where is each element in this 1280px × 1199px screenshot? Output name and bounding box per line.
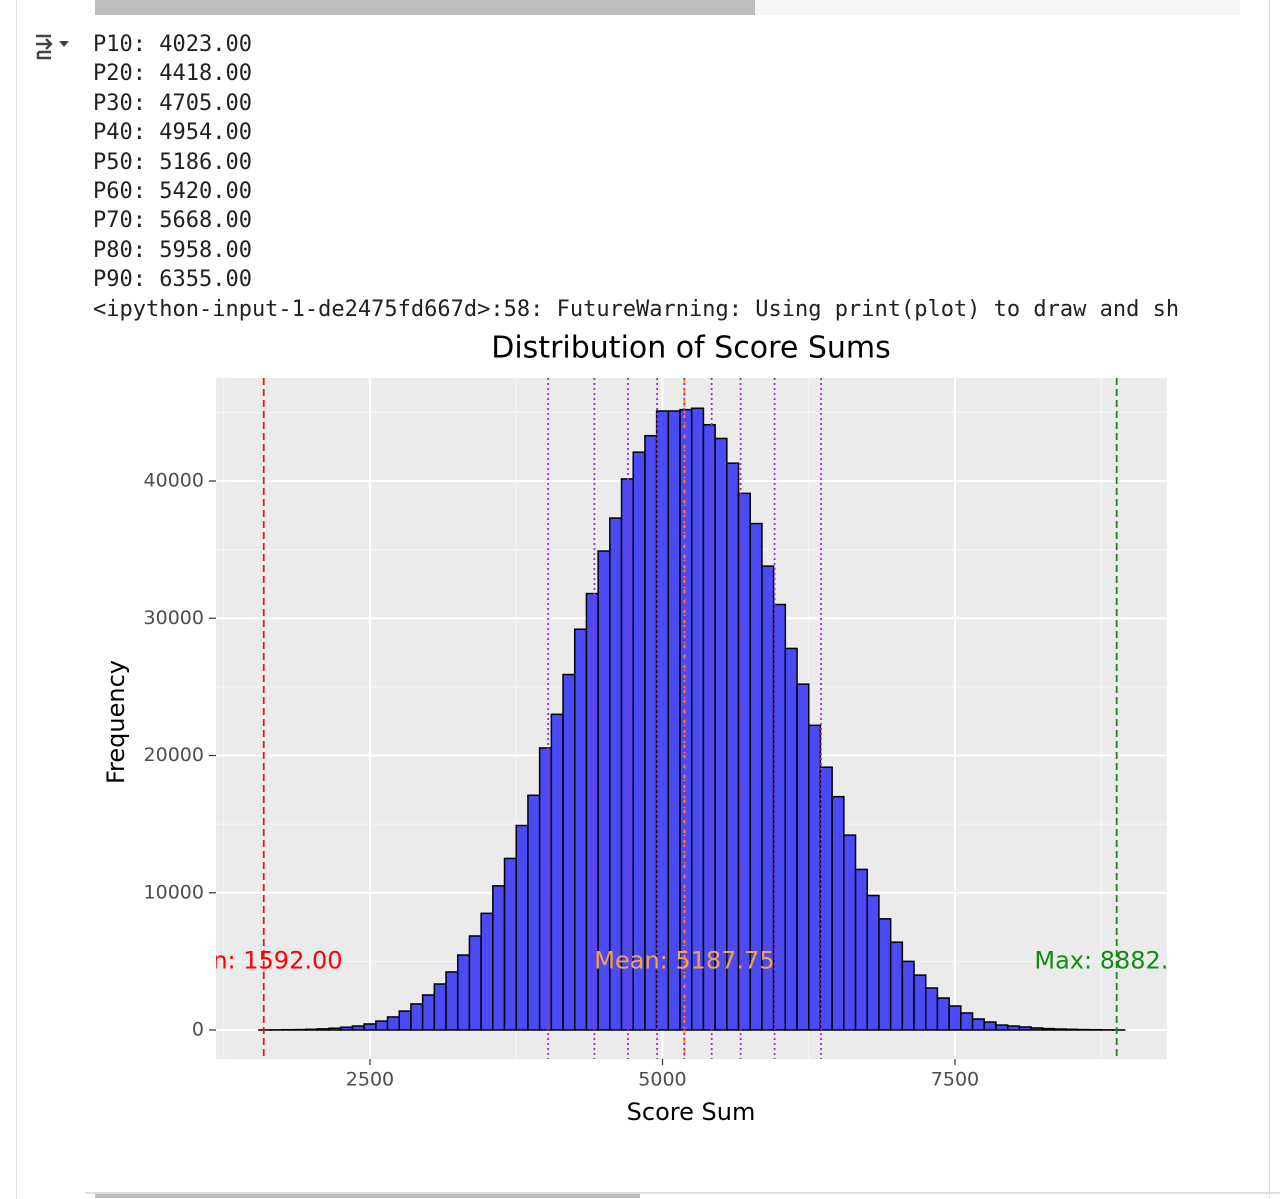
output-line: P60: 5420.00 xyxy=(93,179,252,205)
output-line: P50: 5186.00 xyxy=(93,149,252,175)
output-line: P90: 6355.00 xyxy=(93,267,252,293)
output-cell xyxy=(16,0,1270,1199)
output-line: P70: 5668.00 xyxy=(93,208,252,234)
output-line: P30: 4705.00 xyxy=(93,90,252,116)
output-line: P10: 4023.00 xyxy=(93,32,252,57)
output-line: P80: 5958.00 xyxy=(93,237,252,263)
scroll-thumb[interactable] xyxy=(95,0,755,15)
output-line: P20: 4418.00 xyxy=(93,61,252,87)
output-line: P40: 4954.00 xyxy=(93,120,252,146)
output-line: <ipython-input-1-de2475fd667d>:58: Futur… xyxy=(93,296,1180,322)
output-text: P10: 4023.00 P20: 4418.00 P30: 4705.00 P40:… xyxy=(93,30,1268,324)
output-toggle-icon[interactable] xyxy=(33,28,73,64)
